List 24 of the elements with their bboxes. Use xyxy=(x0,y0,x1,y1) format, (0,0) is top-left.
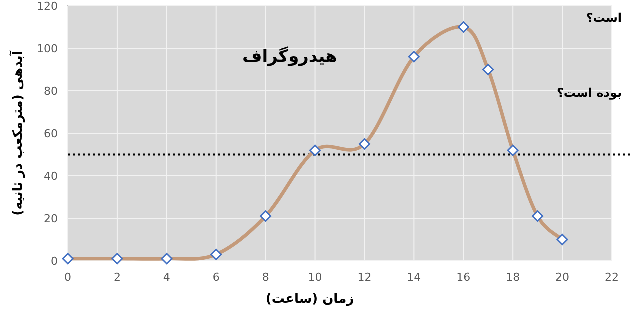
x-tick-label: 2 xyxy=(114,271,121,284)
x-axis-title: زمان (ساعت) xyxy=(266,292,354,307)
y-tick-label: 80 xyxy=(44,85,58,98)
y-tick-label: 0 xyxy=(51,255,58,268)
x-tick-label: 12 xyxy=(358,271,372,284)
annotation: بوده است؟ xyxy=(556,86,622,100)
x-tick-label: 18 xyxy=(506,271,520,284)
y-tick-label: 120 xyxy=(37,0,58,13)
y-axis-title: آبدهی (مترمکعب در ثانیه) xyxy=(9,50,26,216)
y-tick-label: 60 xyxy=(44,128,58,140)
x-tick-label: 20 xyxy=(556,271,570,284)
x-tick-label: 10 xyxy=(308,271,322,284)
y-tick-label: 100 xyxy=(37,42,58,56)
x-tick-label: 22 xyxy=(605,271,619,284)
x-tick-label: 16 xyxy=(456,271,471,284)
annotation: است؟ xyxy=(586,11,622,25)
x-tick-label: 6 xyxy=(212,271,220,284)
x-tick-label: 4 xyxy=(163,271,170,284)
y-tick-label: 40 xyxy=(44,170,58,183)
x-tick-label: 0 xyxy=(64,271,72,284)
text: هیدروگراف xyxy=(242,46,338,67)
x-tick-label: 14 xyxy=(407,271,422,284)
x-tick-label: 8 xyxy=(262,271,270,284)
y-tick-label: 20 xyxy=(44,212,58,226)
